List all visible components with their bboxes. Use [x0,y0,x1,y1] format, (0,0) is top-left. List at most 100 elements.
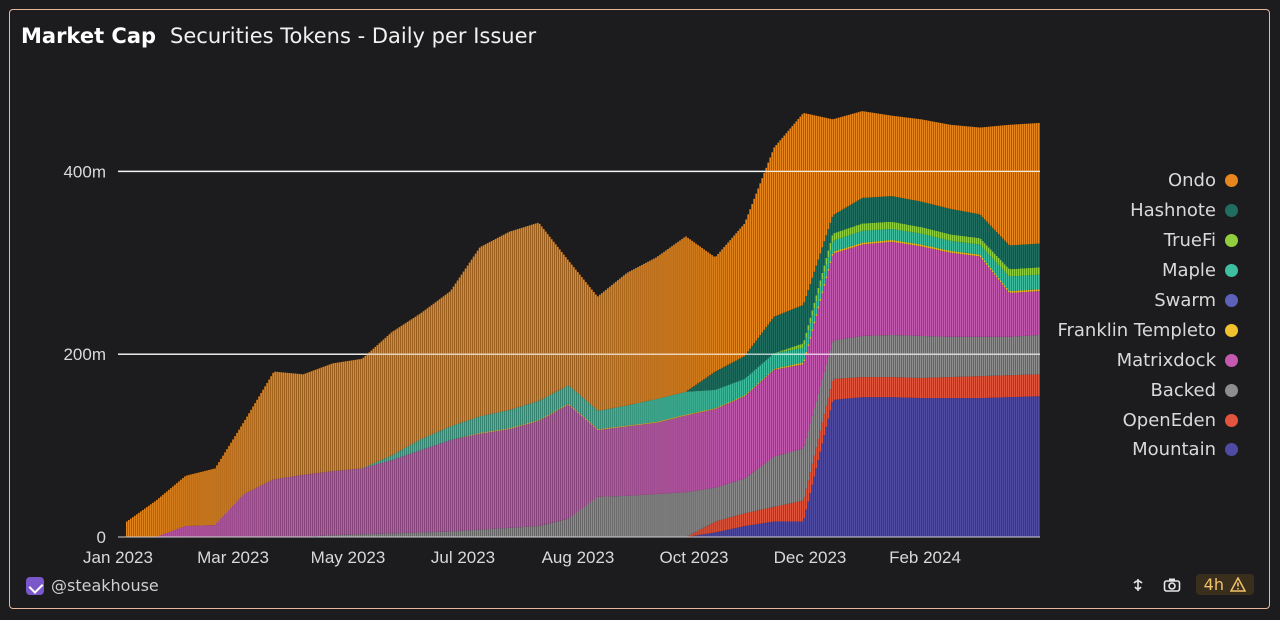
bar-segment-ondo[interactable] [578,274,581,396]
bar-segment-mountain[interactable] [1027,396,1030,537]
bar-segment-truefi[interactable] [947,233,950,241]
bar-segment-hashnote[interactable] [817,259,820,288]
bar-segment-matrixdock[interactable] [304,474,307,537]
bar-segment-backed[interactable] [757,468,760,511]
bar-segment-openeden[interactable] [967,376,970,399]
bar-segment-backed[interactable] [889,335,892,378]
bar-segment-mountain[interactable] [1025,396,1028,537]
bar-segment-ondo[interactable] [815,115,818,266]
bar-segment-openeden[interactable] [869,377,872,398]
bar-segment-matrixdock[interactable] [346,469,349,535]
bar-segment-maple[interactable] [811,315,814,330]
bar-segment-ondo[interactable] [158,498,160,537]
bar-segment-ondo[interactable] [380,341,383,461]
bar-segment-matrixdock[interactable] [985,264,988,337]
bar-segment-ondo[interactable] [276,371,278,479]
bar-segment-mountain[interactable] [865,397,868,537]
bar-segment-maple[interactable] [663,397,665,420]
bar-segment-ondo[interactable] [178,481,180,529]
bar-segment-hashnote[interactable] [879,196,882,223]
bar-segment-matrixdock[interactable] [520,425,523,528]
bar-segment-truefi[interactable] [909,225,912,232]
bar-segment-maple[interactable] [1031,275,1034,290]
bar-segment-openeden[interactable] [1017,374,1020,397]
bar-segment-ondo[interactable] [909,117,912,200]
bar-segment-franklin-templeto[interactable] [683,414,685,416]
bar-segment-mountain[interactable] [725,530,727,537]
bar-segment-backed[interactable] [999,336,1002,376]
bar-segment-ondo[interactable] [935,122,938,206]
bar-segment-franklin-templeto[interactable] [919,244,922,247]
bar-segment-matrixdock[interactable] [392,459,395,534]
bar-segment-franklin-templeto[interactable] [999,280,1002,283]
bar-segment-matrixdock[interactable] [572,409,575,515]
bar-segment-ondo[interactable] [863,111,866,198]
bar-segment-openeden[interactable] [811,463,814,485]
bar-segment-franklin-templeto[interactable] [883,240,886,243]
bar-segment-ondo[interactable] [865,111,868,198]
bar-segment-maple[interactable] [745,377,747,394]
bar-segment-franklin-templeto[interactable] [947,250,950,253]
bar-segment-matrixdock[interactable] [220,518,222,537]
bar-segment-matrixdock[interactable] [657,422,659,494]
bar-segment-ondo[interactable] [1025,123,1028,245]
bar-segment-ondo[interactable] [202,471,204,526]
bar-segment-hashnote[interactable] [823,241,826,266]
bar-segment-franklin-templeto[interactable] [921,244,924,247]
bar-segment-matrixdock[interactable] [300,475,303,537]
bar-segment-ondo[interactable] [336,362,339,471]
bar-segment-matrixdock[interactable] [480,433,483,530]
bar-segment-hashnote[interactable] [759,335,762,366]
bar-segment-truefi[interactable] [981,240,984,248]
bar-segment-backed[interactable] [827,357,830,398]
bar-segment-hashnote[interactable] [981,217,984,241]
bar-segment-truefi[interactable] [1029,267,1032,276]
bar-segment-matrixdock[interactable] [1035,291,1038,336]
bar-segment-matrixdock[interactable] [639,424,641,496]
bar-segment-maple[interactable] [546,396,549,415]
bar-segment-mountain[interactable] [801,521,804,537]
bar-segment-backed[interactable] [781,454,784,506]
bar-segment-truefi[interactable] [967,236,970,244]
bar-segment-maple[interactable] [564,386,567,405]
bar-segment-ondo[interactable] [757,188,760,338]
bar-segment-hashnote[interactable] [719,368,721,389]
bar-segment-ondo[interactable] [1031,123,1034,244]
bar-segment-franklin-templeto[interactable] [514,426,517,428]
bar-segment-matrixdock[interactable] [468,435,471,531]
bar-segment-backed[interactable] [597,496,599,537]
bar-segment-ondo[interactable] [162,494,164,535]
bar-segment-backed[interactable] [633,495,635,537]
bar-segment-matrixdock[interactable] [753,387,756,472]
bar-segment-matrixdock[interactable] [234,504,236,537]
bar-segment-ondo[interactable] [609,286,611,409]
bar-segment-maple[interactable] [512,408,515,428]
bar-segment-backed[interactable] [915,335,918,378]
bar-segment-mountain[interactable] [967,398,970,537]
bar-segment-franklin-templeto[interactable] [496,430,499,431]
legend-item-matrixdock[interactable]: Matrixdock [1057,345,1238,375]
bar-segment-ondo[interactable] [771,152,774,320]
bar-segment-backed[interactable] [745,477,747,513]
bar-segment-matrixdock[interactable] [258,486,260,537]
bar-segment-franklin-templeto[interactable] [508,428,511,430]
bar-segment-openeden[interactable] [957,376,960,399]
bar-segment-ondo[interactable] [462,271,465,422]
bar-segment-backed[interactable] [390,533,393,537]
bar-segment-matrixdock[interactable] [354,469,357,535]
bar-segment-backed[interactable] [474,529,477,537]
bar-segment-matrixdock[interactable] [773,369,776,457]
bar-segment-truefi[interactable] [933,230,936,237]
bar-segment-franklin-templeto[interactable] [993,272,996,275]
bar-segment-openeden[interactable] [713,522,715,533]
bar-segment-hashnote[interactable] [805,296,808,333]
bar-segment-ondo[interactable] [827,118,830,230]
bar-segment-maple[interactable] [775,352,778,369]
bar-segment-matrixdock[interactable] [899,243,902,336]
bar-segment-hashnote[interactable] [935,205,938,231]
bar-segment-matrixdock[interactable] [524,424,527,527]
bar-segment-openeden[interactable] [765,508,768,523]
bar-segment-truefi[interactable] [781,350,784,352]
bar-segment-matrixdock[interactable] [246,492,248,537]
bar-segment-ondo[interactable] [927,120,930,204]
